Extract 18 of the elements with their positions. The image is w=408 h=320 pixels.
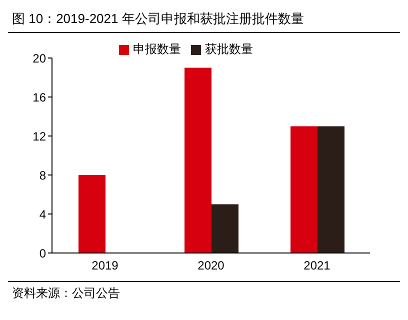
y-tick-label: 20	[32, 51, 46, 66]
x-tick-label: 2020	[198, 258, 225, 273]
y-tick-label: 0	[39, 246, 46, 260]
text: 资料来源：公司公告	[8, 281, 400, 305]
chart-title: 图 10：2019-2021 年公司申报和获批注册批件数量	[8, 8, 400, 33]
y-tick-label: 8	[39, 168, 46, 182]
x-tick-label: 2021	[304, 258, 331, 273]
bar	[290, 126, 318, 253]
legend-label: 申报数量	[133, 42, 181, 56]
legend-label: 获批数量	[205, 42, 253, 56]
bar	[318, 126, 344, 253]
bar	[212, 204, 238, 253]
y-tick-label: 16	[32, 90, 46, 104]
y-tick-label: 12	[32, 129, 46, 144]
y-tick-label: 4	[39, 207, 46, 222]
x-tick-label: 2019	[92, 258, 119, 273]
bar	[184, 68, 212, 253]
bar	[78, 175, 106, 253]
